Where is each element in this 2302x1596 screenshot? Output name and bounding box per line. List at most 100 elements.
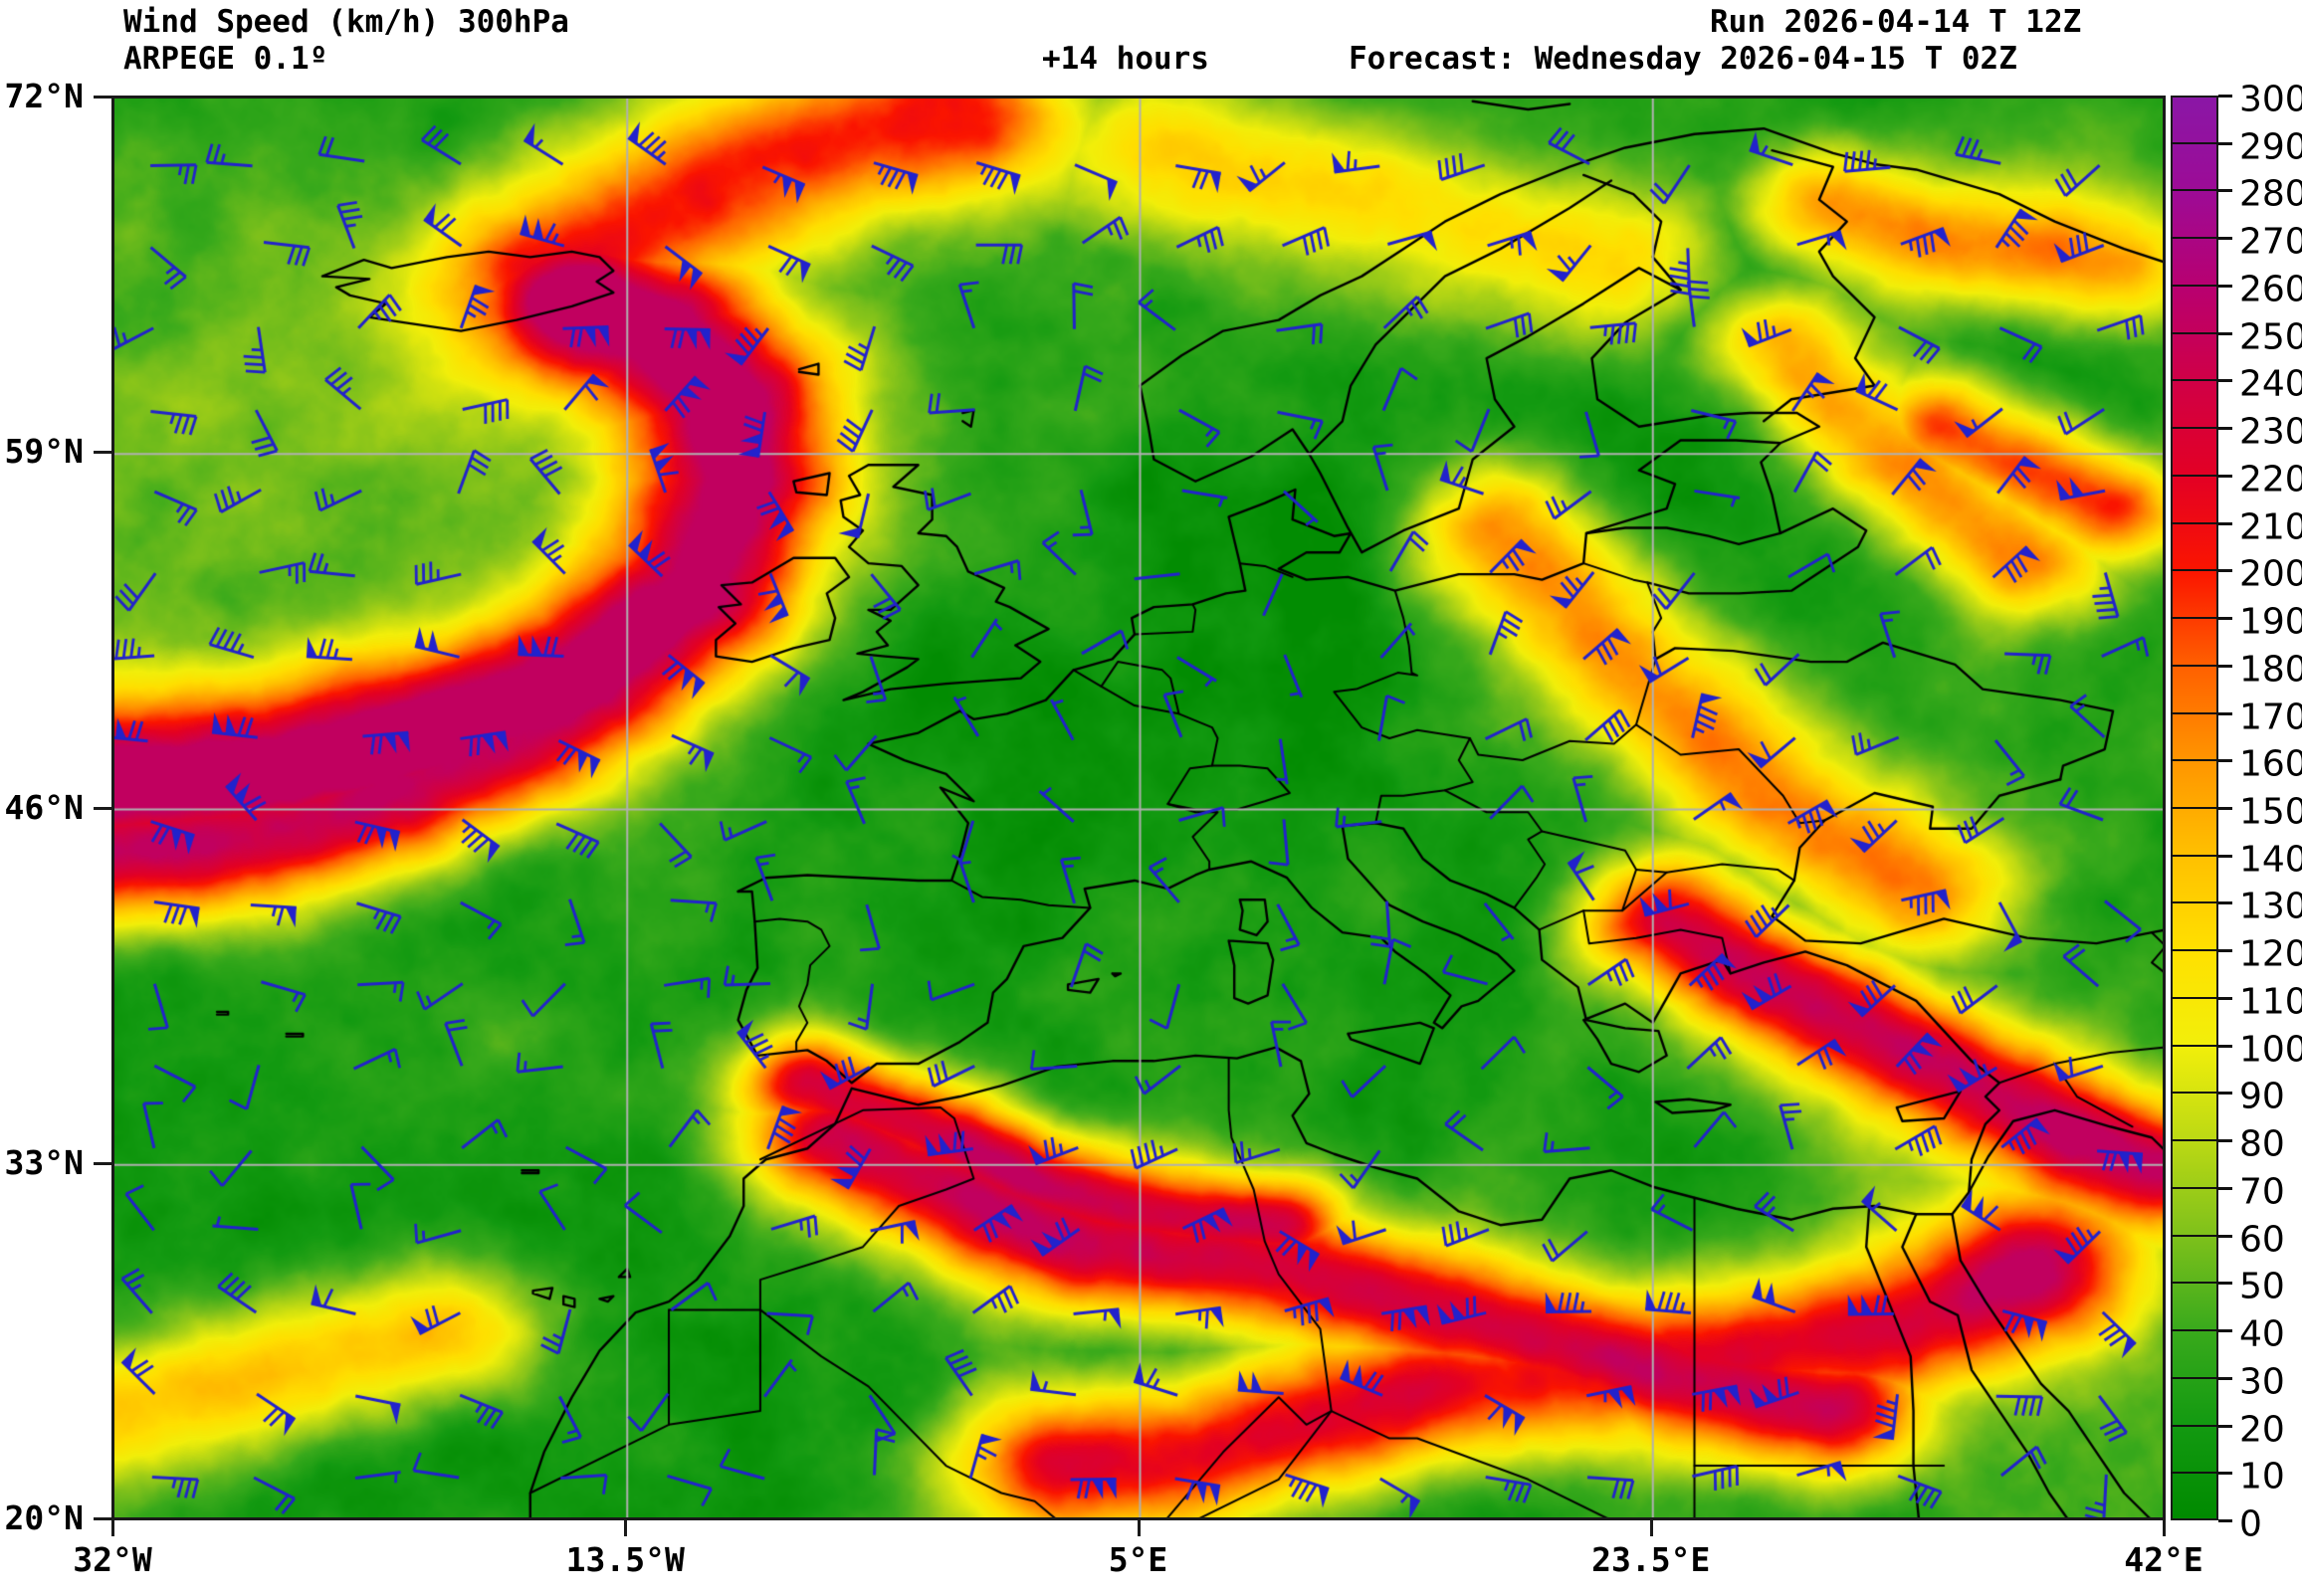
colorbar-tick-outer — [2218, 569, 2232, 573]
xtick-mark — [1649, 1520, 1653, 1536]
colorbar-tick-outer — [2218, 1424, 2232, 1428]
colorbar-label: 120 — [2239, 933, 2302, 975]
colorbar-tick-outer — [2218, 617, 2232, 621]
colorbar-label: 270 — [2239, 221, 2302, 263]
colorbar-tick-outer — [2218, 759, 2232, 763]
colorbar-tick-outer — [2218, 141, 2232, 145]
colorbar-tick-outer — [2218, 807, 2232, 810]
xtick-mark — [111, 1520, 114, 1536]
colorbar-tick-outer — [2218, 474, 2232, 478]
colorbar-tick-outer — [2218, 521, 2232, 525]
colorbar-tick — [2171, 1234, 2218, 1237]
colorbar-tick-outer — [2218, 189, 2232, 193]
colorbar-label: 210 — [2239, 506, 2302, 548]
forecast-label: Forecast: Wednesday 2026-04-15 T 02Z — [1349, 41, 2017, 77]
ytick-mark — [94, 1517, 111, 1520]
colorbar-tick-outer — [2218, 379, 2232, 383]
colorbar-tick — [2171, 854, 2218, 857]
colorbar-label: 230 — [2239, 411, 2302, 453]
colorbar-label: 50 — [2239, 1266, 2285, 1307]
colorbar-tick-outer — [2218, 1092, 2232, 1096]
colorbar-label: 130 — [2239, 886, 2302, 927]
colorbar-label: 290 — [2239, 126, 2302, 168]
colorbar-tick — [2171, 237, 2218, 240]
colorbar-label: 180 — [2239, 649, 2302, 691]
colorbar-label: 20 — [2239, 1409, 2285, 1451]
colorbar-label: 100 — [2239, 1029, 2302, 1071]
colorbar-tick-outer — [2218, 1282, 2232, 1286]
colorbar-tick-outer — [2218, 664, 2232, 668]
xtick-mark — [2163, 1520, 2166, 1536]
ytick-label: 72°N — [4, 77, 84, 115]
colorbar-label: 250 — [2239, 316, 2302, 358]
colorbar-tick-outer — [2218, 95, 2232, 98]
colorbar-tick-outer — [2218, 237, 2232, 241]
colorbar-label: 280 — [2239, 173, 2302, 215]
colorbar-tick — [2171, 427, 2218, 430]
run-label: Run 2026-04-14 T 12Z — [1710, 4, 2082, 40]
colorbar-tick — [2171, 996, 2218, 999]
colorbar-tick-outer — [2218, 949, 2232, 953]
colorbar-tick — [2171, 1186, 2218, 1189]
colorbar-label: 0 — [2239, 1503, 2262, 1545]
colorbar-tick — [2171, 1282, 2218, 1285]
xtick-mark — [624, 1520, 628, 1536]
ytick-mark — [94, 806, 111, 810]
colorbar-tick-outer — [2218, 854, 2232, 858]
colorbar-label: 150 — [2239, 791, 2302, 833]
colorbar-label: 110 — [2239, 981, 2302, 1023]
model-label: ARPEGE 0.1º — [123, 41, 328, 77]
colorbar-tick — [2171, 759, 2218, 762]
map-plot-area — [111, 96, 2166, 1520]
colorbar-tick-outer — [2218, 711, 2232, 715]
colorbar-label: 300 — [2239, 79, 2302, 120]
colorbar-tick — [2171, 1092, 2218, 1095]
ytick-mark — [94, 451, 111, 455]
colorbar-tick — [2171, 331, 2218, 334]
colorbar-label: 200 — [2239, 553, 2302, 595]
colorbar-tick — [2171, 1424, 2218, 1427]
wind-speed-heatmap — [114, 99, 2163, 1517]
colorbar-tick-outer — [2218, 284, 2232, 288]
lead-time-label: +14 hours — [1042, 41, 1209, 77]
colorbar-tick — [2171, 617, 2218, 620]
colorbar-tick-outer — [2218, 1519, 2232, 1522]
colorbar-tick — [2171, 474, 2218, 477]
page-title: Wind Speed (km/h) 300hPa — [123, 4, 569, 40]
xtick-label: 5°E — [1108, 1540, 1168, 1579]
colorbar-label: 80 — [2239, 1123, 2285, 1165]
colorbar-label: 10 — [2239, 1456, 2285, 1497]
ytick-mark — [94, 96, 111, 99]
colorbar-tick-outer — [2218, 1044, 2232, 1048]
colorbar-label: 160 — [2239, 743, 2302, 785]
colorbar-tick-outer — [2218, 1329, 2232, 1333]
ytick-mark — [94, 1161, 111, 1165]
colorbar-label: 220 — [2239, 459, 2302, 500]
colorbar-tick — [2171, 189, 2218, 192]
xtick-label: 42°E — [2124, 1540, 2203, 1579]
ytick-label: 33°N — [4, 1142, 84, 1182]
colorbar-label: 260 — [2239, 269, 2302, 310]
colorbar-tick — [2171, 711, 2218, 714]
colorbar-tick — [2171, 1472, 2218, 1475]
xtick-label: 32°W — [73, 1540, 152, 1579]
colorbar-tick — [2171, 569, 2218, 572]
xtick-mark — [1137, 1520, 1141, 1536]
colorbar-label: 70 — [2239, 1171, 2285, 1213]
colorbar-tick — [2171, 379, 2218, 382]
ytick-label: 59°N — [4, 432, 84, 472]
colorbar-label: 140 — [2239, 839, 2302, 881]
colorbar-label: 90 — [2239, 1076, 2285, 1117]
ytick-label: 46°N — [4, 787, 84, 827]
ytick-label: 20°N — [4, 1498, 84, 1537]
colorbar-label: 190 — [2239, 601, 2302, 643]
colorbar-tick — [2171, 1376, 2218, 1379]
colorbar-tick-outer — [2218, 427, 2232, 431]
colorbar-tick — [2171, 664, 2218, 667]
colorbar-label: 40 — [2239, 1313, 2285, 1355]
xtick-label: 13.5°W — [565, 1540, 685, 1579]
colorbar-label: 240 — [2239, 363, 2302, 405]
colorbar-tick — [2171, 141, 2218, 144]
colorbar-tick-outer — [2218, 996, 2232, 1000]
colorbar-tick — [2171, 901, 2218, 904]
